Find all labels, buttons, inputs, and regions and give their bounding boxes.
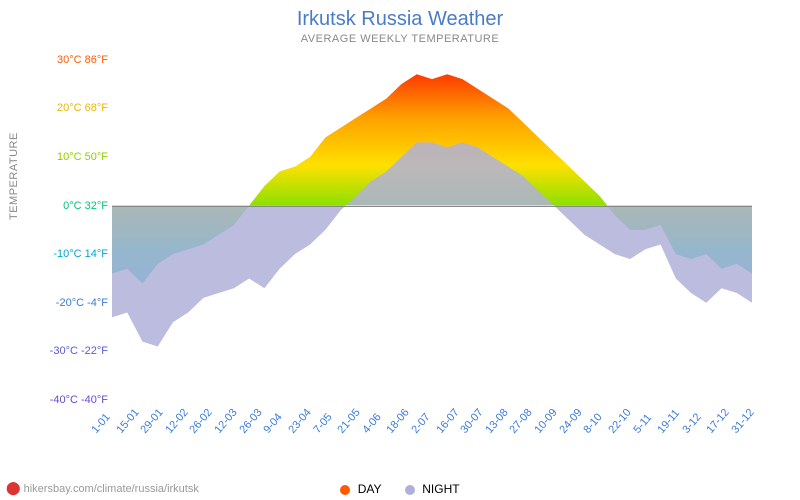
chart-svg (112, 50, 752, 400)
x-tick: 26-02 (188, 407, 215, 436)
x-tick: 19-11 (656, 407, 683, 436)
x-tick: 3-12 (680, 411, 703, 436)
x-tick: 10-09 (532, 407, 559, 436)
chart-subtitle: AVERAGE WEEKLY TEMPERATURE (0, 33, 800, 45)
x-tick: 30-07 (459, 407, 486, 436)
x-tick: 12-03 (212, 407, 239, 436)
x-tick: 8-10 (582, 411, 605, 436)
x-tick: 4-06 (360, 411, 383, 436)
source-url: hikersbay.com/climate/russia/irkutsk (24, 483, 199, 495)
legend-night-label: NIGHT (422, 482, 459, 496)
x-tick: 21-05 (336, 407, 363, 436)
weather-chart-container: Irkutsk Russia Weather AVERAGE WEEKLY TE… (0, 0, 800, 500)
source-footer: ⬤ hikersbay.com/climate/russia/irkutsk (6, 480, 199, 496)
x-tick: 16-07 (434, 407, 461, 436)
x-tick: 15-01 (114, 407, 141, 436)
x-tick: 13-08 (483, 407, 510, 436)
x-tick: 17-12 (705, 407, 732, 436)
x-tick: 31-12 (729, 407, 756, 436)
y-axis-label: TEMPERATURE (8, 132, 20, 220)
x-tick: 26-03 (237, 407, 264, 436)
y-tick: -20°C -4°F (56, 297, 108, 309)
y-tick: 30°C 86°F (57, 54, 108, 66)
chart-title: Irkutsk Russia Weather (0, 0, 800, 31)
legend-night-dot (405, 485, 415, 495)
x-tick: 5-11 (631, 412, 654, 436)
x-tick: 22-10 (606, 407, 633, 436)
x-tick: 27-08 (508, 407, 535, 436)
zero-baseline (112, 206, 752, 207)
chart-plot-area (112, 50, 752, 400)
map-pin-icon: ⬤ (6, 480, 21, 496)
y-tick: -30°C -22°F (50, 345, 108, 357)
x-tick: 7-05 (311, 411, 334, 436)
legend-day-dot (340, 485, 350, 495)
legend-night: NIGHT (405, 482, 460, 496)
x-tick: 24-09 (557, 407, 584, 436)
x-tick: 12-02 (163, 407, 190, 436)
x-tick: 23-04 (286, 407, 313, 436)
legend-day: DAY (340, 482, 381, 496)
y-tick: -10°C 14°F (53, 248, 108, 260)
x-tick: 29-01 (139, 407, 166, 436)
x-tick: 2-07 (409, 411, 432, 436)
y-tick: 0°C 32°F (63, 200, 108, 212)
legend-day-label: DAY (358, 482, 382, 496)
x-tick: 18-06 (385, 407, 412, 436)
night-area (112, 142, 752, 346)
y-tick: -40°C -40°F (50, 394, 108, 406)
y-tick: 10°C 50°F (57, 151, 108, 163)
y-tick: 20°C 68°F (57, 102, 108, 114)
x-tick: 9-04 (262, 411, 285, 436)
x-tick: 1-01 (89, 411, 112, 436)
